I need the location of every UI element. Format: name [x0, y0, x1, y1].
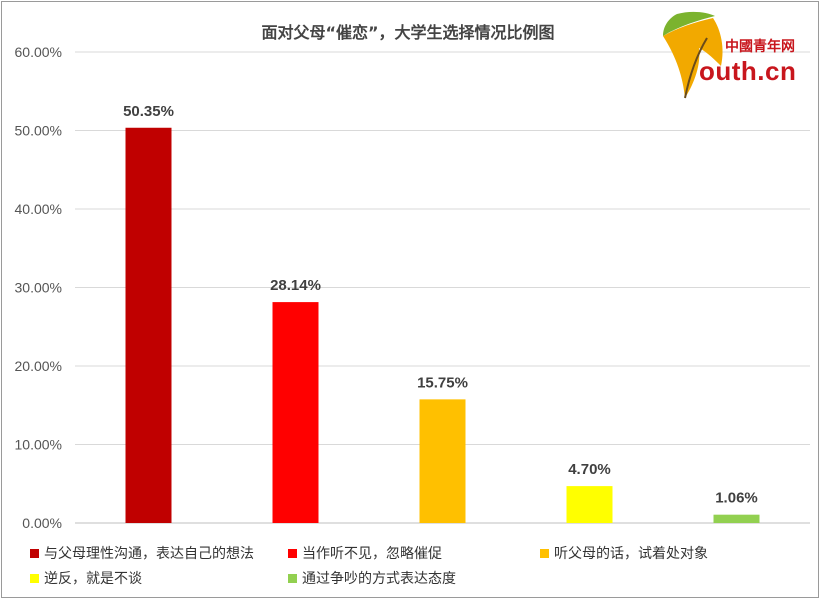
data-label: 4.70% [568, 461, 611, 478]
chart-title: 面对父母“催恋”，大学生选择情况比例图 [261, 23, 554, 42]
legend-item: 当作听不见，忽略催促 [288, 543, 442, 563]
y-tick-label: 10.00% [15, 437, 62, 453]
y-tick-label: 0.00% [22, 515, 62, 531]
y-tick-label: 50.00% [15, 123, 62, 139]
legend-label: 听父母的话，试着处对象 [554, 546, 708, 562]
data-label: 28.14% [270, 277, 321, 294]
legend-item: 通过争吵的方式表达态度 [288, 568, 456, 588]
legend-swatch [288, 573, 297, 583]
ginkgo-leaf-icon [663, 11, 723, 99]
legend-swatch [288, 548, 297, 558]
logo-cn-text: 中國青年网 [725, 39, 795, 55]
logo-en-text: outh.cn [699, 56, 797, 86]
y-tick-label: 20.00% [15, 358, 62, 374]
bar [566, 486, 613, 523]
youth-cn-logo: 中國青年网 outh.cn [655, 8, 815, 103]
bar [713, 514, 760, 523]
legend-swatch [30, 548, 39, 558]
y-tick-label: 60.00% [15, 44, 62, 60]
legend-swatch [30, 573, 39, 583]
legend-item: 逆反，就是不谈 [30, 568, 142, 588]
legend-label: 与父母理性沟通，表达自己的想法 [44, 546, 254, 562]
legend-item: 听父母的话，试着处对象 [540, 543, 708, 563]
legend-label: 通过争吵的方式表达态度 [302, 571, 456, 587]
y-tick-label: 40.00% [15, 201, 62, 217]
data-label: 15.75% [417, 374, 468, 391]
legend-label: 当作听不见，忽略催促 [302, 546, 442, 562]
legend-swatch [540, 548, 549, 558]
legend-item: 与父母理性沟通，表达自己的想法 [30, 543, 254, 563]
data-label: 50.35% [123, 103, 174, 120]
bars [125, 127, 760, 523]
bar [419, 399, 466, 523]
y-tick-label: 30.00% [15, 280, 62, 296]
legend-label: 逆反，就是不谈 [44, 571, 142, 587]
y-axis-ticks: 0.00% 10.00% 20.00% 30.00% 40.00% 50.00% 60.00… [15, 44, 62, 531]
data-labels: 50.35% 28.14% 15.75% 4.70% 1.06% [123, 103, 758, 507]
data-label: 1.06% [715, 490, 758, 507]
legend: 与父母理性沟通，表达自己的想法 当作听不见，忽略催促 听父母的话，试着处对象逆反，就… [30, 543, 810, 593]
bar [272, 302, 319, 523]
bar [125, 127, 172, 523]
